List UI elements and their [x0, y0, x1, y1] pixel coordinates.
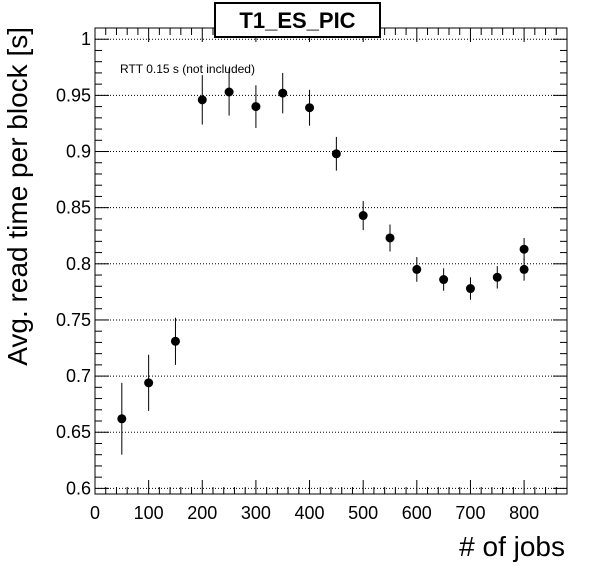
y-tick-label: 0.65 [56, 422, 91, 442]
data-point [251, 102, 261, 112]
x-tick-label: 400 [295, 503, 325, 523]
y-tick-label: 0.75 [56, 310, 91, 330]
data-point [519, 244, 529, 254]
data-point [170, 336, 180, 346]
x-tick-label: 200 [187, 503, 217, 523]
y-tick-label: 0.95 [56, 85, 91, 105]
data-point [439, 275, 449, 285]
x-axis-label: # of jobs [459, 531, 565, 562]
data-point [358, 211, 368, 221]
x-tick-label: 700 [455, 503, 485, 523]
y-tick-label: 1 [81, 29, 91, 49]
data-point [492, 272, 502, 282]
data-point [519, 264, 529, 274]
data-point [385, 233, 395, 243]
grid-layer [95, 38, 567, 489]
x-tick-label: 500 [348, 503, 378, 523]
data-point [117, 414, 127, 424]
data-point [305, 103, 315, 113]
data-point [224, 87, 234, 97]
tick-label-layer: 0.6 0.65 0.7 0.75 0.8 0.85 0.9 0.95 1 0 100 200 300 4… [56, 29, 539, 523]
x-tick-label: 300 [241, 503, 271, 523]
y-tick-label: 0.8 [66, 254, 91, 274]
annotation-text: RTT 0.15 s (not included) [120, 62, 255, 76]
data-point [412, 264, 422, 274]
x-tick-label: 0 [90, 503, 100, 523]
data-point [465, 284, 475, 294]
x-tick-label: 100 [134, 503, 164, 523]
chart-title: T1_ES_PIC [239, 8, 355, 33]
data-point [331, 149, 341, 159]
x-tick-label: 600 [402, 503, 432, 523]
y-tick-label: 0.85 [56, 198, 91, 218]
data-point [197, 95, 207, 105]
data-point [278, 88, 288, 98]
x-tick-label: 800 [509, 503, 539, 523]
y-tick-label: 0.9 [66, 142, 91, 162]
y-axis-label: Avg. read time per block [s] [2, 27, 33, 366]
y-tick-label: 0.6 [66, 478, 91, 498]
data-layer [117, 68, 529, 455]
data-point [144, 378, 154, 388]
y-tick-label: 0.7 [66, 366, 91, 386]
title-box [214, 2, 381, 38]
